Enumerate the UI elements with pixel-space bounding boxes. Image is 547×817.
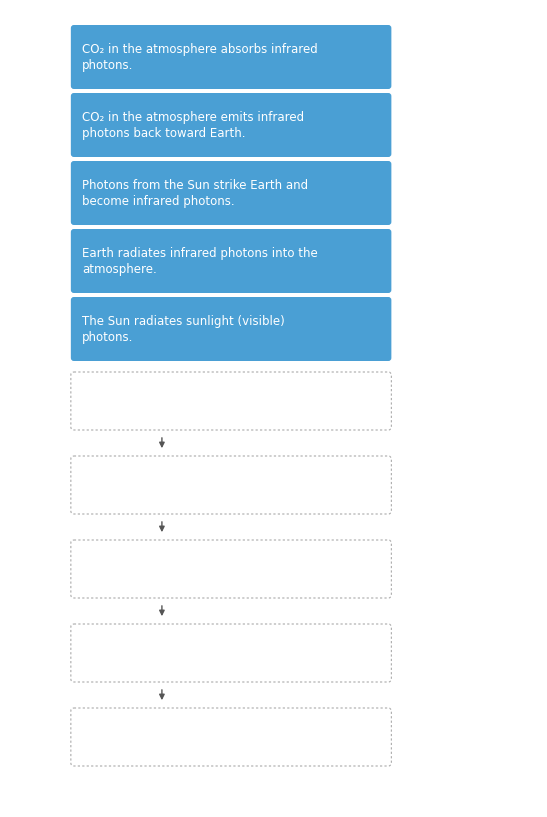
FancyBboxPatch shape [71, 540, 391, 598]
Text: Earth radiates infrared photons into the: Earth radiates infrared photons into the [82, 247, 318, 260]
Text: photons.: photons. [82, 331, 133, 343]
FancyBboxPatch shape [71, 624, 391, 682]
FancyBboxPatch shape [71, 456, 391, 514]
Text: CO₂ in the atmosphere emits infrared: CO₂ in the atmosphere emits infrared [82, 110, 304, 123]
Text: The Sun radiates sunlight (visible): The Sun radiates sunlight (visible) [82, 315, 284, 328]
FancyBboxPatch shape [71, 161, 391, 225]
FancyBboxPatch shape [71, 708, 391, 766]
Text: photons back toward Earth.: photons back toward Earth. [82, 127, 246, 140]
FancyBboxPatch shape [71, 25, 391, 89]
FancyBboxPatch shape [71, 372, 391, 430]
Text: become infrared photons.: become infrared photons. [82, 194, 235, 208]
FancyBboxPatch shape [71, 93, 391, 157]
Text: CO₂ in the atmosphere absorbs infrared: CO₂ in the atmosphere absorbs infrared [82, 42, 318, 56]
Text: photons.: photons. [82, 59, 133, 72]
Text: atmosphere.: atmosphere. [82, 262, 156, 275]
FancyBboxPatch shape [71, 229, 391, 293]
Text: Photons from the Sun strike Earth and: Photons from the Sun strike Earth and [82, 178, 308, 191]
FancyBboxPatch shape [71, 297, 391, 361]
